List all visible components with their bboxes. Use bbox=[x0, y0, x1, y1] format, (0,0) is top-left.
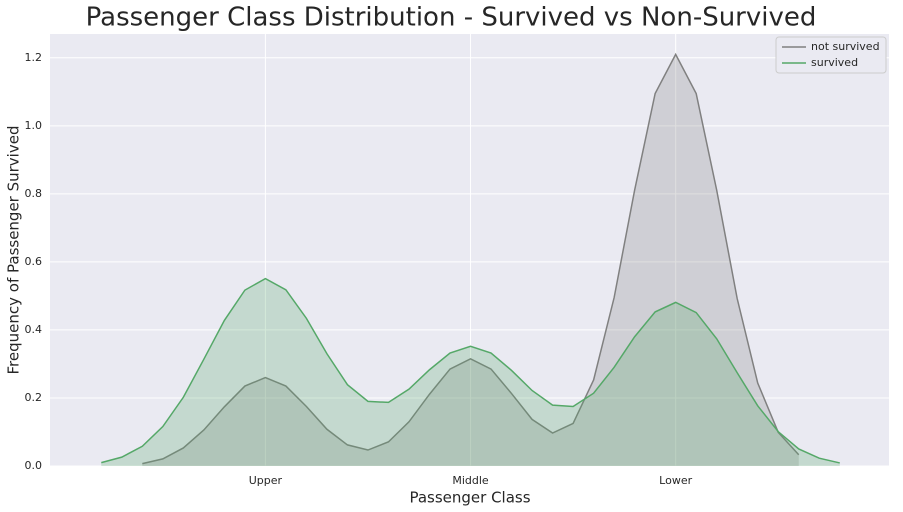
legend-box bbox=[775, 36, 887, 74]
y-tick-label: 0.0 bbox=[25, 459, 43, 472]
y-tick-label: 0.4 bbox=[25, 323, 43, 336]
line bbox=[101, 277, 840, 464]
line bbox=[142, 52, 800, 465]
area bbox=[101, 278, 840, 466]
legend: not survived survived bbox=[775, 36, 887, 74]
x-axis-label: Passenger Class bbox=[409, 489, 530, 507]
legend-label: survived bbox=[811, 56, 858, 69]
plot-background bbox=[50, 34, 889, 466]
chart-title: Passenger Class Distribution - Survived … bbox=[86, 3, 817, 33]
x-tick-label: Lower bbox=[659, 474, 692, 487]
legend-label: not survived bbox=[811, 40, 880, 53]
y-tick-label: 0.8 bbox=[25, 187, 43, 200]
y-axis-label: Frequency of Passenger Survived bbox=[5, 126, 23, 375]
y-tick-label: 1.2 bbox=[25, 51, 43, 64]
y-tick-label: 0.2 bbox=[25, 391, 43, 404]
area bbox=[142, 54, 799, 466]
x-tick-label: Middle bbox=[452, 474, 489, 487]
y-tick-label: 1.0 bbox=[25, 119, 43, 132]
y-tick-label: 0.6 bbox=[25, 255, 43, 268]
x-tick-label: Upper bbox=[249, 474, 283, 487]
